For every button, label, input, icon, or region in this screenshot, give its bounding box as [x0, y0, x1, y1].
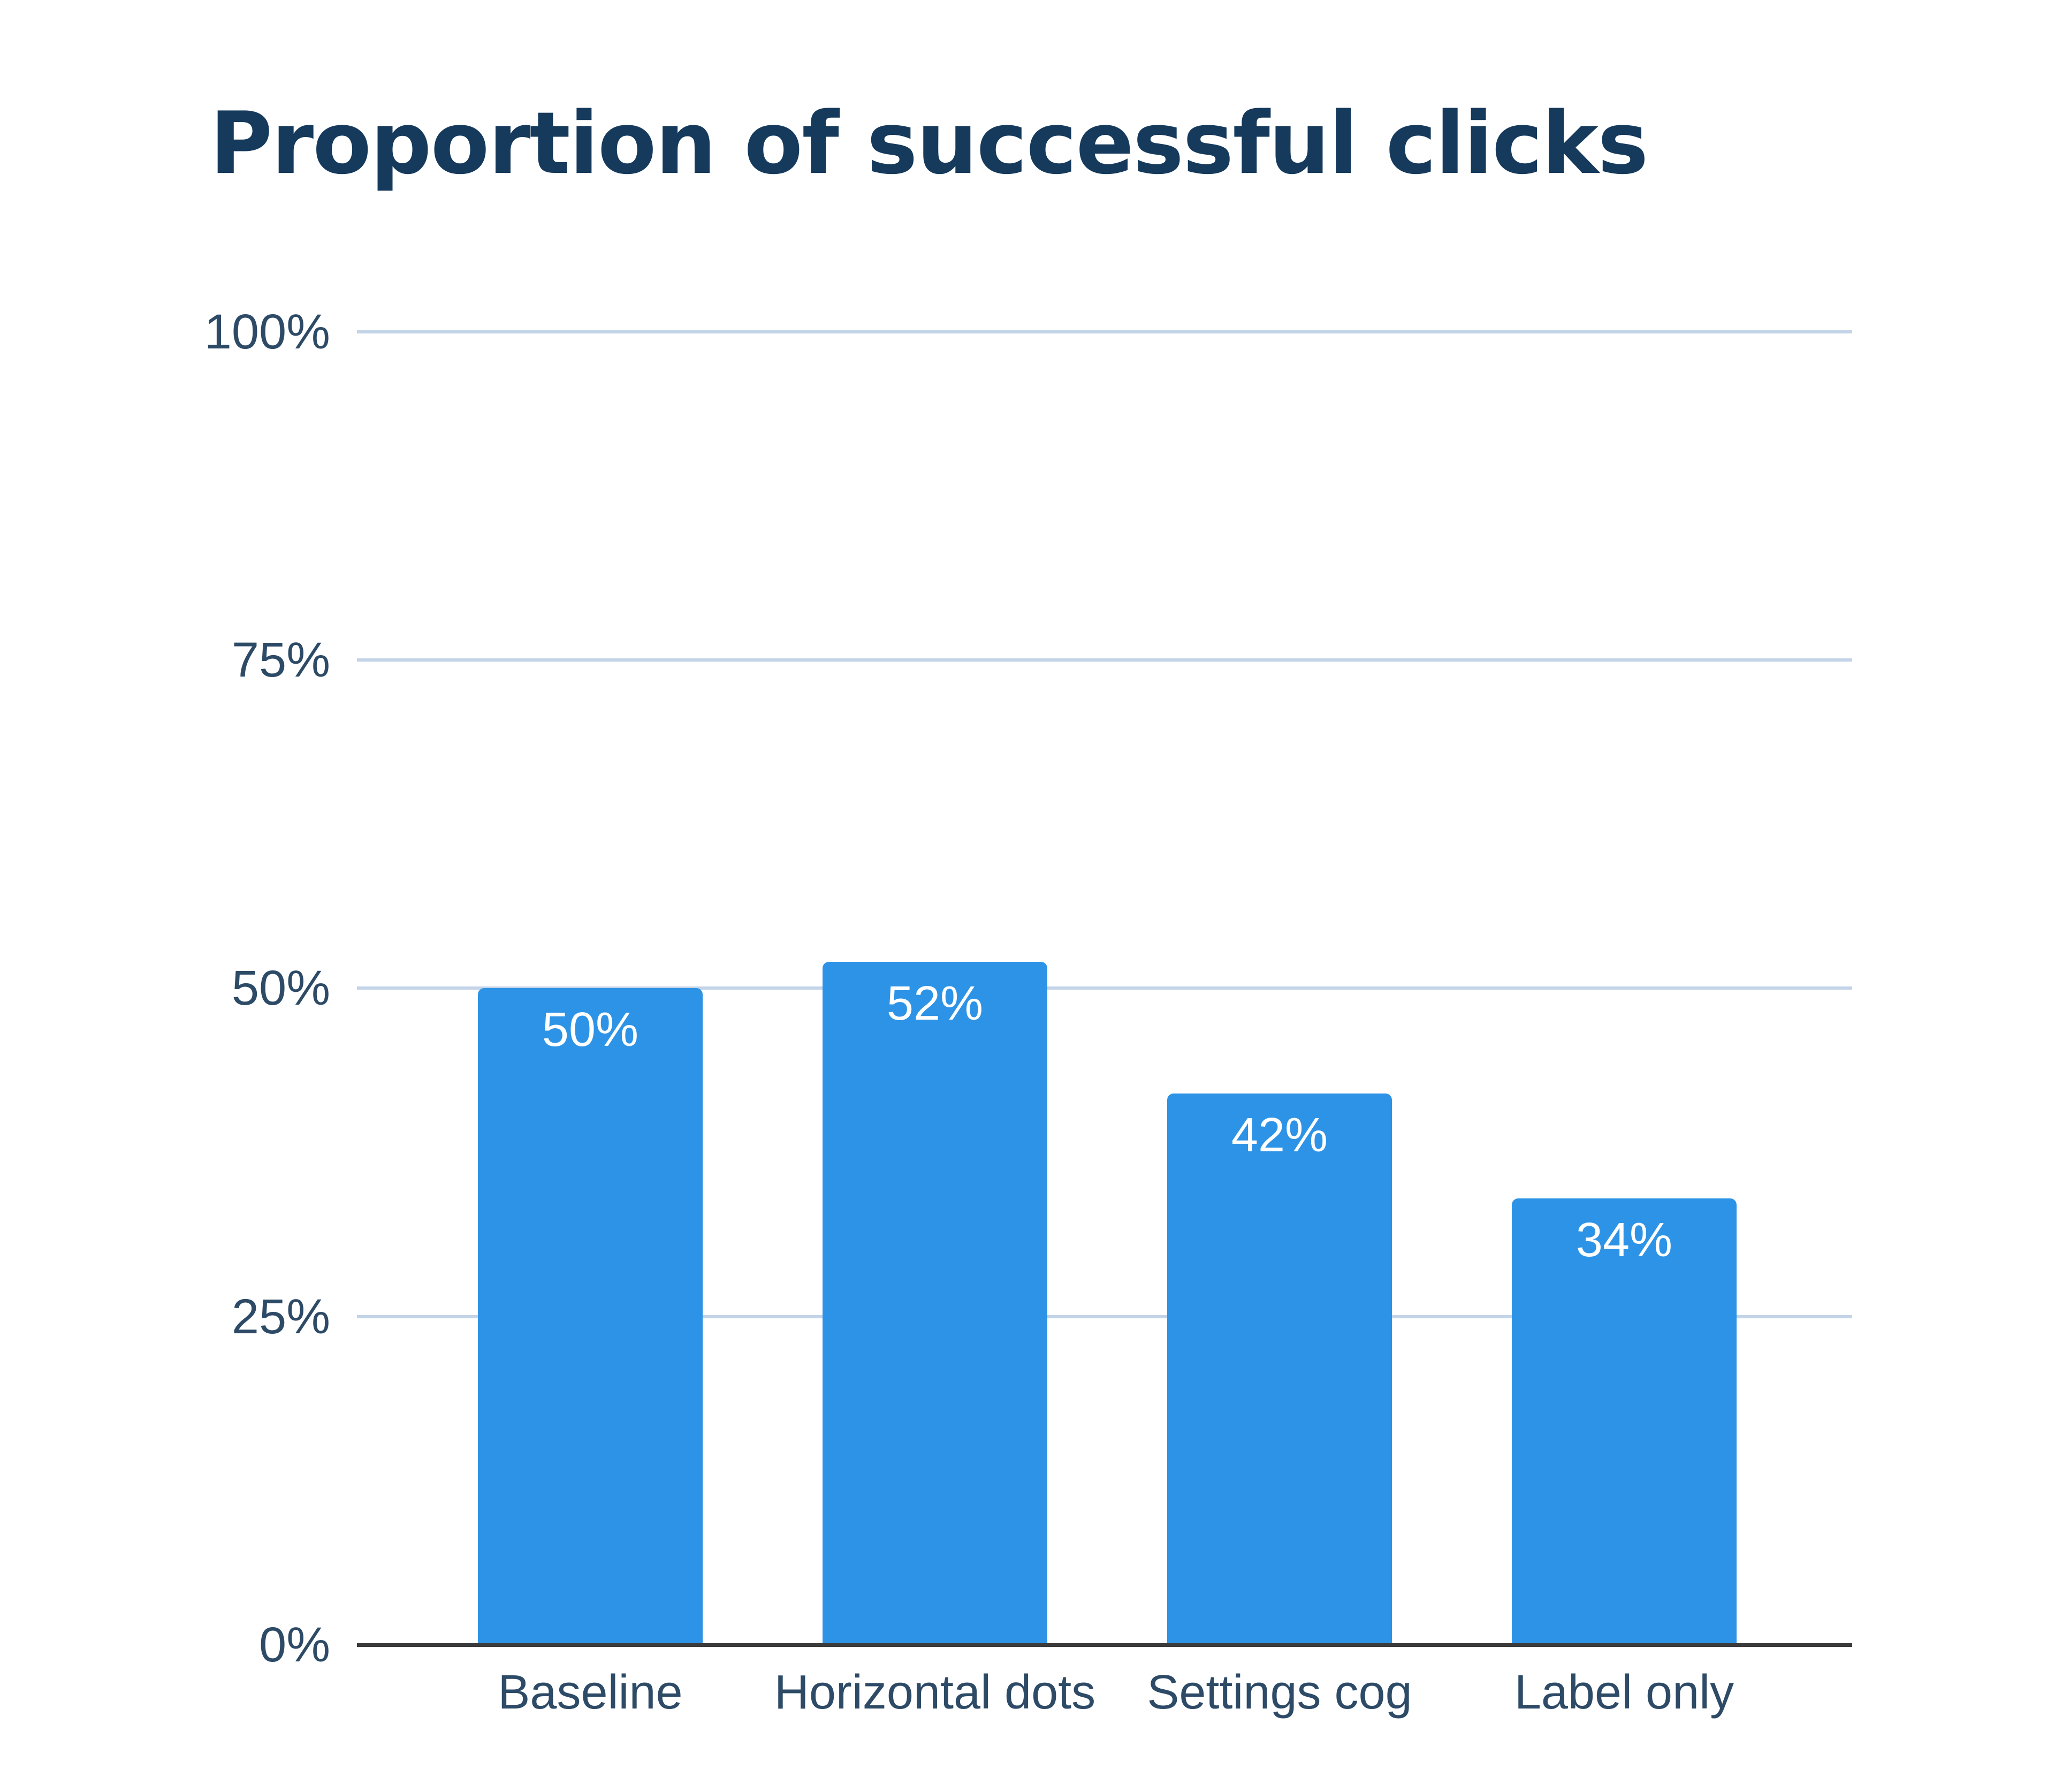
plot-area: 50% 52% 42% 34% [357, 330, 1852, 1647]
bar-horizontal-dots[interactable]: 52% [823, 962, 1047, 1645]
gridline-25 [357, 1315, 1852, 1318]
y-tick-label-75: 75% [231, 633, 330, 687]
bar-value-label: 34% [1576, 1213, 1673, 1267]
bar-baseline[interactable]: 50% [478, 988, 703, 1645]
gridline-75 [357, 658, 1852, 662]
x-axis-line [357, 1643, 1852, 1647]
y-tick-label-100: 100% [204, 305, 330, 359]
bar-value-label: 52% [886, 977, 984, 1030]
bar-label-only[interactable]: 34% [1512, 1198, 1737, 1645]
x-tick-label-baseline: Baseline [498, 1666, 683, 1719]
chart-title: Proportion of successful clicks [210, 93, 1648, 193]
y-tick-label-50: 50% [231, 961, 330, 1015]
y-tick-label-25: 25% [231, 1289, 330, 1344]
gridline-50 [357, 986, 1852, 990]
x-tick-label-settings-cog: Settings cog [1147, 1666, 1412, 1719]
bar-value-label: 42% [1231, 1108, 1328, 1162]
bar-value-label: 50% [542, 1003, 639, 1057]
bar-settings-cog[interactable]: 42% [1167, 1094, 1392, 1645]
gridline-100 [357, 330, 1852, 333]
x-tick-label-horizontal-dots: Horizontal dots [774, 1666, 1096, 1719]
x-tick-label-label-only: Label only [1514, 1666, 1734, 1719]
y-tick-label-0: 0% [259, 1618, 330, 1672]
